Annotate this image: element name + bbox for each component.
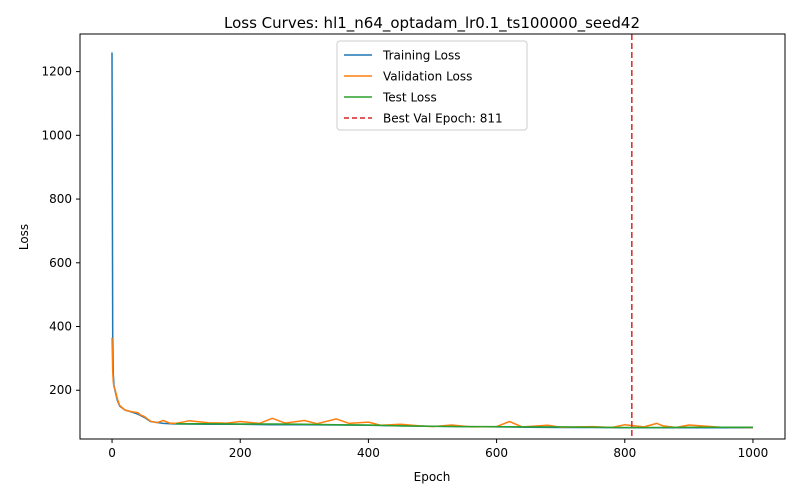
x-axis: 0 200 400 600 800 1000	[108, 439, 768, 460]
series-line-test-loss	[176, 422, 753, 429]
legend: Training Loss Validation Loss Test Loss …	[336, 40, 528, 131]
chart-title: Loss Curves: hl1_n64_optadam_lr0.1_ts100…	[224, 14, 640, 33]
legend-label-validation-loss: Validation Loss	[383, 70, 472, 84]
y-tick-label: 400	[49, 320, 72, 334]
x-tick-label: 800	[613, 446, 636, 460]
series-line-validation-loss	[111, 337, 754, 429]
x-axis-label: Epoch	[414, 470, 451, 484]
y-tick-label: 1200	[41, 65, 72, 79]
y-axis-label: Loss	[17, 224, 31, 250]
x-tick-label: 600	[485, 446, 508, 460]
y-tick-label: 200	[49, 383, 72, 397]
x-tick-label: 200	[229, 446, 252, 460]
legend-frame	[336, 40, 528, 131]
legend-label-best-val-epoch: Best Val Epoch: 811	[383, 112, 503, 126]
legend-label-test-loss: Test Loss	[382, 91, 437, 105]
x-tick-label: 400	[357, 446, 380, 460]
y-tick-label: 600	[49, 256, 72, 270]
x-tick-label: 0	[108, 446, 116, 460]
legend-label-training-loss: Training Loss	[382, 49, 460, 63]
y-tick-label: 800	[49, 192, 72, 206]
plot-area	[111, 34, 754, 439]
y-tick-label: 1000	[41, 128, 72, 142]
y-axis: 200 400 600 800 1000 1200	[41, 65, 80, 397]
plot-frame	[79, 33, 786, 440]
x-tick-label: 1000	[738, 446, 769, 460]
